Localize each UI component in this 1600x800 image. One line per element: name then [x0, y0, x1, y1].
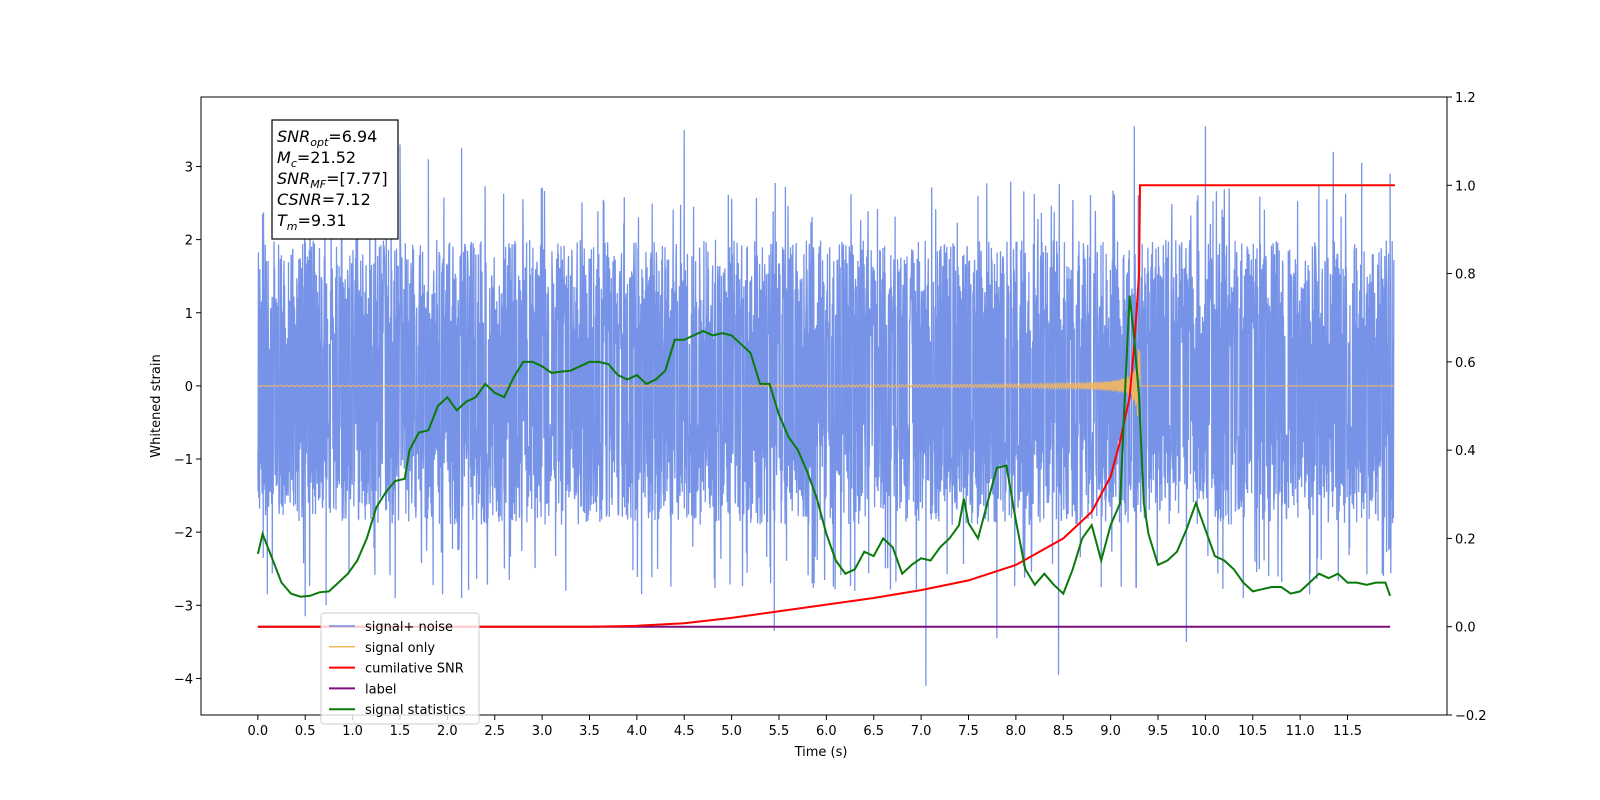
series-signal-only-line [257, 349, 1395, 417]
y-tick-label: −4 [174, 672, 193, 687]
x-tick-label: 9.0 [1100, 724, 1121, 739]
x-axis: 0.0 0.5 1.0 1.5 2.0 2.5 3.0 3.5 4.0 4.5 5.0 5.5 6.0 6… [248, 715, 1362, 739]
x-tick-label: 9.5 [1148, 724, 1169, 739]
y-tick-label: 2 [185, 234, 193, 249]
y2-tick-label: 0.4 [1455, 444, 1476, 459]
legend-label: signal statistics [365, 703, 466, 718]
y2-tick-label: 1.0 [1455, 179, 1476, 194]
y2-tick-label: 1.2 [1455, 91, 1476, 106]
x-tick-label: 11.5 [1333, 724, 1362, 739]
x-tick-label: 4.0 [627, 724, 648, 739]
y-tick-label: 3 [185, 160, 193, 175]
x-tick-label: 3.0 [532, 724, 553, 739]
annotation-subscript: MF [310, 178, 326, 191]
legend-frame [320, 612, 480, 725]
x-tick-label: 10.0 [1191, 724, 1220, 739]
x-tick-label: 8.0 [1006, 724, 1027, 739]
annotation-frame [271, 119, 399, 240]
y-axis-left: 3 2 1 0 −1 −2 −3 −4 [174, 160, 201, 687]
annotation-line: CSNR=7.12 [277, 190, 371, 209]
legend-label: cumilative SNR [365, 662, 464, 677]
x-tick-label: 2.0 [437, 724, 458, 739]
annotation-subscript: m [287, 220, 298, 233]
y-tick-label: 0 [185, 380, 193, 395]
annotation-box: SNRopt=6.94Mc=21.52SNRMF=[7.77]CSNR=7.12… [271, 119, 399, 240]
y-axis-title: Whitened strain [149, 354, 164, 457]
annotation-value: =[7.77] [326, 169, 388, 188]
annotation-subscript: c [291, 157, 297, 170]
annotation-line: SNRopt=6.94 [277, 127, 377, 149]
x-tick-label: 3.5 [579, 724, 600, 739]
y-tick-label: −2 [174, 526, 193, 541]
annotation-line: Mc=21.52 [277, 148, 356, 170]
x-tick-label: 6.0 [816, 724, 837, 739]
x-tick-label: 1.5 [390, 724, 411, 739]
series-cumulative-snr-line [257, 184, 1395, 628]
annotation-value: =9.31 [298, 211, 347, 230]
x-tick-label: 1.0 [342, 724, 363, 739]
annotation-value: =7.12 [322, 190, 371, 209]
x-tick-label: 7.0 [911, 724, 932, 739]
y2-tick-label: −0.2 [1455, 709, 1487, 724]
annotation-value: =6.94 [328, 127, 377, 146]
y2-tick-label: 0.0 [1455, 621, 1476, 636]
y2-tick-label: 0.2 [1455, 532, 1476, 547]
x-tick-label: 4.5 [674, 724, 695, 739]
x-tick-label: 2.5 [484, 724, 505, 739]
y-tick-label: 1 [185, 307, 193, 322]
legend-label: signal+ noise [365, 620, 453, 635]
x-tick-label: 6.5 [863, 724, 884, 739]
x-tick-label: 5.0 [721, 724, 742, 739]
annotation-symbol: SNR [277, 169, 310, 188]
legend: signal+ noise signal only cumilative SNR la… [320, 612, 480, 725]
annotation-symbol: SNR [277, 127, 310, 146]
x-tick-label: 5.5 [769, 724, 790, 739]
annotation-symbol: M [277, 148, 291, 167]
y2-tick-label: 0.8 [1455, 268, 1476, 283]
y2-tick-label: 0.6 [1455, 356, 1476, 371]
x-tick-label: 11.0 [1286, 724, 1315, 739]
annotation-subscript: opt [310, 136, 329, 149]
annotation-line: SNRMF=[7.77] [277, 169, 388, 191]
annotation-symbol: CSNR [277, 190, 322, 209]
legend-label: label [365, 682, 396, 697]
x-tick-label: 7.5 [958, 724, 979, 739]
x-tick-label: 10.5 [1238, 724, 1267, 739]
y-tick-label: −3 [174, 599, 193, 614]
annotation-value: =21.52 [297, 148, 356, 167]
x-tick-label: 0.5 [295, 724, 316, 739]
x-axis-title: Time (s) [794, 745, 848, 760]
plot-frame [200, 96, 1448, 716]
annotation-symbol: T [277, 211, 288, 230]
annotation-line: Tm=9.31 [277, 211, 347, 233]
x-tick-label: 0.0 [248, 724, 269, 739]
x-tick-label: 8.5 [1053, 724, 1074, 739]
series-signal-noise-line [257, 126, 1395, 686]
y-tick-label: −1 [174, 453, 193, 468]
legend-label: signal only [365, 641, 435, 656]
series-signal-statistics-line [256, 295, 1392, 598]
y-axis-right: 1.2 1.0 0.8 0.6 0.4 0.2 0.0 −0.2 [1447, 91, 1487, 724]
